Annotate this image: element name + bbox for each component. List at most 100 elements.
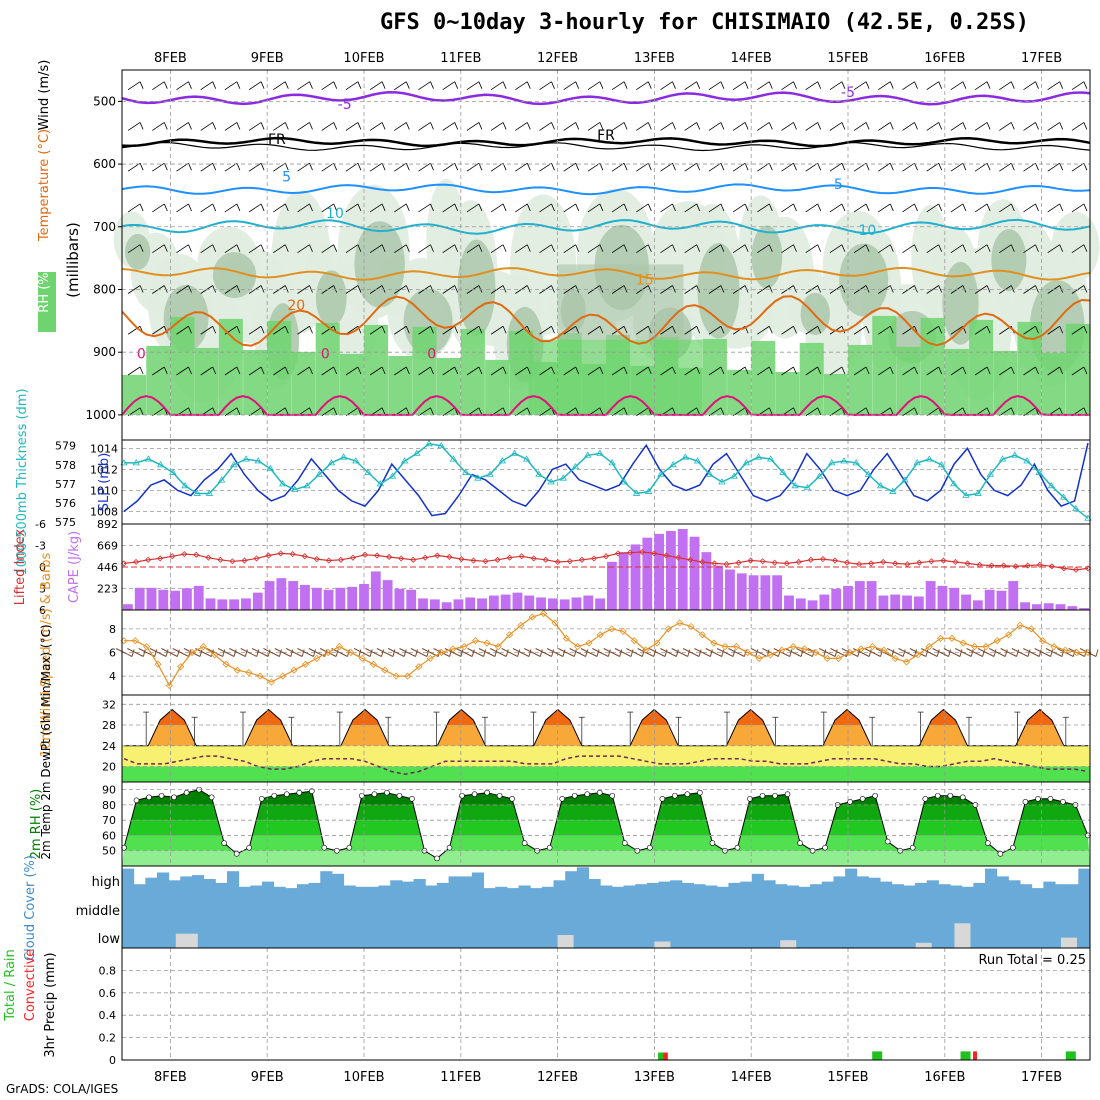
high-cloud-bar [436,882,450,892]
wind-barb-10m [154,649,158,657]
cape-bar [1079,608,1089,610]
lifted-index-point [253,555,260,562]
cape-bar [654,533,665,610]
rh-point [521,840,528,846]
wind-barb [273,162,286,172]
cape-bar [819,594,830,610]
lifted-index-point [759,558,766,565]
wind-barb [248,407,262,417]
rh-point [997,850,1004,857]
wind-barb [999,162,1012,172]
rh-shade-high [1065,323,1090,415]
rh-shade-high [872,315,897,415]
wind-speed-point [1016,621,1024,629]
wind-barb [188,326,192,334]
cape-bar [595,598,605,610]
wind-barb [1083,203,1088,212]
thickness-point [937,461,946,468]
wind-barb [297,285,310,294]
wind-barb [163,244,168,252]
wind-barb [526,163,531,171]
cape-bar [536,597,546,610]
wind-barb [502,326,507,334]
wind-barb [575,163,580,171]
wind-barb [865,122,870,130]
cape-bar [134,587,145,610]
wind-speed-point [800,645,809,653]
cape-bar [937,585,948,610]
wind-barb [938,326,943,334]
dewpoint-line [123,755,1089,775]
wind-speed-point [971,643,979,651]
wind-barb [660,366,673,376]
wind-barb [878,366,891,376]
thickness-point [767,455,775,462]
cape-bar [547,598,558,610]
precip-tick-label: 0.2 [99,1032,117,1045]
lifted-index-point [916,559,923,566]
wind-barb [587,244,601,254]
wind-barb [865,203,870,212]
cape-bar [559,599,570,610]
wind-barb-10m [539,649,543,657]
wind-barb [793,203,797,212]
cape-bar [477,598,487,610]
cape-bar [949,587,960,610]
thickness-point [840,457,848,464]
wind-barb [176,285,189,294]
temp-tick-label: 28 [102,719,116,732]
wind-barb [1059,203,1064,212]
wind-barb [878,285,891,294]
high-cloud-bar [553,880,566,892]
wind-barb-10m [387,648,405,657]
wind-barb [478,203,483,212]
wind-barb [139,122,144,130]
cape-bar [689,536,700,610]
wind-barb [490,203,504,213]
high-cloud-bar [763,880,776,892]
lifted-index-point [855,561,863,568]
cape-bar [701,552,712,610]
rh-shade-high [364,324,389,415]
wind-barb [442,122,455,131]
wind-barb [224,122,238,131]
wind-barb [865,244,870,252]
wind-barb [405,203,410,212]
wind-barb [490,162,504,172]
wind-barb [357,122,362,130]
cape-bar [961,594,971,610]
bottom-date-label: 13FEB [634,1070,675,1085]
wind-barb [672,407,676,415]
thickness-point [681,453,690,460]
sounding-tick-label: 900 [93,345,116,359]
wind-barb [418,325,431,335]
wind-barb [502,81,507,89]
wind-barb [623,407,628,415]
cape-bar [902,595,912,610]
wind-speed-point [925,643,933,651]
wind-barb-10m [176,649,180,657]
wind-barb [466,325,480,335]
wind-barb [526,81,531,89]
wind-barb [914,366,918,375]
rh-point [1022,799,1029,805]
wind-barb-10m [415,649,419,657]
wind-barb [478,81,483,89]
wind-barb [793,81,797,89]
wind-speed-point [494,643,502,651]
rh-shade-high [969,319,994,415]
high-cloud-bar [576,867,590,892]
wind-barb [1047,162,1060,172]
lifted-index-point [699,558,706,566]
wind-speed-point [936,634,945,642]
wind-barb [623,326,628,334]
wind-barb [708,122,722,131]
wind-barb [442,407,455,417]
lifted-index-point [289,551,296,558]
thickness-axis-label: 1000-500mb Thickness (dm) [15,388,30,575]
wind-speed-point [392,672,400,680]
thickness-point [828,459,836,466]
cape-bar [831,588,842,610]
wind-barb [152,122,165,131]
wind-barb [744,203,749,212]
